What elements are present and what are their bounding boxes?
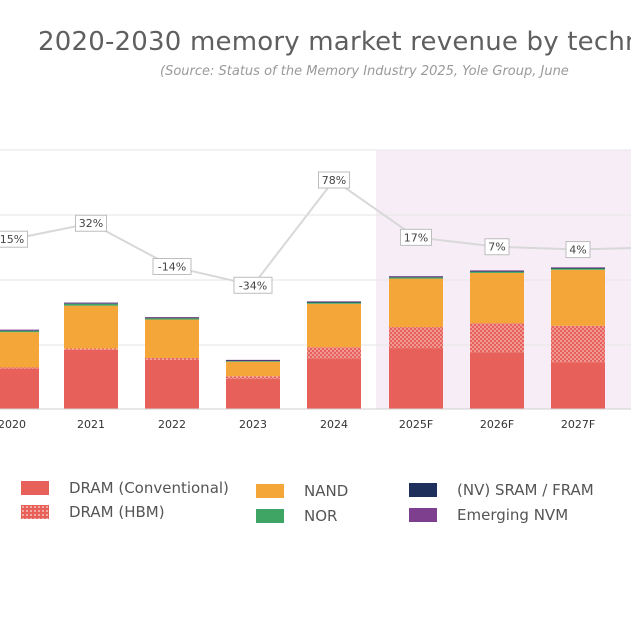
bar-2025F-nand [389, 278, 443, 328]
x-tick-label: 2026F [480, 418, 514, 431]
chart-svg: 2020 2021 2022 2023 2024 2025F 2026F 2027F 15% 32… [0, 149, 631, 431]
bar-2027F-nor [551, 268, 605, 270]
bar-2022-nand [145, 319, 199, 358]
bar-2024-nor [307, 302, 361, 304]
legend-label: NAND [304, 482, 349, 500]
legend-swatch-nor [256, 509, 284, 523]
bar-2021-emerging-nvm [64, 302, 118, 304]
growth-label: -14% [158, 260, 186, 273]
growth-label-box [75, 214, 107, 232]
bar-2022-dram-hbm- [145, 357, 199, 360]
bar-2024-emerging-nvm [307, 301, 361, 302]
bar-2023-nand [226, 361, 280, 377]
legend-label: Emerging NVM [457, 506, 569, 524]
bar-2027F-emerging-nvm [551, 267, 605, 268]
bar-2020-nand [0, 332, 39, 368]
bar-2021-dram-hbm- [64, 348, 118, 350]
growth-label: 4% [569, 244, 586, 257]
chart-title: 2020-2030 memory market revenue by techn [38, 27, 631, 57]
growth-label-box [565, 241, 591, 259]
bar-2026F-emerging-nvm [470, 270, 524, 272]
growth-label: 32% [79, 217, 103, 230]
growth-label: 17% [404, 231, 428, 244]
bar-2025F--nv-sram-fram [389, 276, 443, 278]
bar-2020-emerging-nvm [0, 329, 39, 331]
growth-label-box [484, 238, 510, 256]
x-tick-label: 2021 [77, 418, 105, 431]
chart-source: (Source: Status of the Memory Industry 2… [160, 64, 569, 79]
bar-2022-emerging-nvm [145, 317, 199, 318]
bar-2022-nor [145, 318, 199, 320]
x-tick-label: 2025F [399, 418, 433, 431]
bar-2025F-nor [389, 277, 443, 279]
bar-2020-nor [0, 330, 39, 333]
bar-2020-dram-hbm- [0, 367, 39, 369]
bar-2025F-dram-hbm- [389, 327, 443, 349]
x-tick-label: 2023 [239, 418, 267, 431]
growth-label-box [152, 257, 192, 275]
bar-2025F-emerging-nvm [389, 276, 443, 277]
bar-2024-dram-conventional- [307, 358, 361, 409]
legend-label: DRAM (Conventional) [69, 479, 229, 497]
legend-label: DRAM (HBM) [69, 503, 165, 521]
bar-2023-dram-hbm- [226, 376, 280, 379]
bar-2026F-nor [470, 271, 524, 273]
bar-2021--nv-sram-fram [64, 303, 118, 304]
growth-label-box [0, 230, 28, 248]
bar-2024-dram-hbm- [307, 347, 361, 359]
legend-swatch-dram-hbm- [21, 505, 49, 519]
legend-label: (NV) SRAM / FRAM [457, 481, 594, 499]
bar-2023-emerging-nvm [226, 359, 280, 361]
bar-2023-nor [226, 361, 280, 362]
x-tick-label: 2020 [0, 418, 26, 431]
legend-swatch-dram-conventional- [21, 481, 49, 495]
growth-label-box [233, 276, 273, 294]
bar-2026F-dram-conventional- [470, 352, 524, 409]
bar-2025F-dram-conventional- [389, 348, 443, 409]
bar-2027F-dram-conventional- [551, 362, 605, 409]
bar-2023-dram-conventional- [226, 378, 280, 409]
bar-2022-dram-conventional- [145, 359, 199, 409]
growth-line [0, 178, 631, 287]
x-tick-label: 2027F [561, 418, 595, 431]
bar-2027F-dram-hbm- [551, 325, 605, 363]
bar-2022--nv-sram-fram [145, 317, 199, 319]
legend-swatch--nv-sram-fram [409, 483, 437, 497]
legend-swatch-emerging-nvm [409, 508, 437, 522]
bar-2024-nand [307, 303, 361, 348]
bar-2021-nand [64, 305, 118, 349]
bar-2027F--nv-sram-fram [551, 267, 605, 269]
bar-2020-dram-conventional- [0, 368, 39, 409]
bar-2021-dram-conventional- [64, 349, 118, 409]
legend-label: NOR [304, 507, 338, 525]
bar-2024--nv-sram-fram [307, 301, 361, 303]
growth-label: 78% [322, 174, 346, 187]
x-tick-label: 2022 [158, 418, 186, 431]
growth-label: -34% [239, 279, 267, 292]
growth-label-box [318, 171, 350, 189]
growth-label-box [400, 228, 432, 246]
growth-label: 15% [0, 233, 24, 246]
bar-2026F-nand [470, 272, 524, 324]
bar-2026F--nv-sram-fram [470, 271, 524, 272]
bar-2026F-dram-hbm- [470, 323, 524, 353]
legend-swatch-nand [256, 484, 284, 498]
bar-2027F-nand [551, 269, 605, 326]
x-tick-label: 2024 [320, 418, 348, 431]
bar-2021-nor [64, 303, 118, 306]
growth-label: 7% [488, 241, 505, 254]
bar-2020--nv-sram-fram [0, 330, 39, 331]
bar-2023--nv-sram-fram [226, 360, 280, 362]
